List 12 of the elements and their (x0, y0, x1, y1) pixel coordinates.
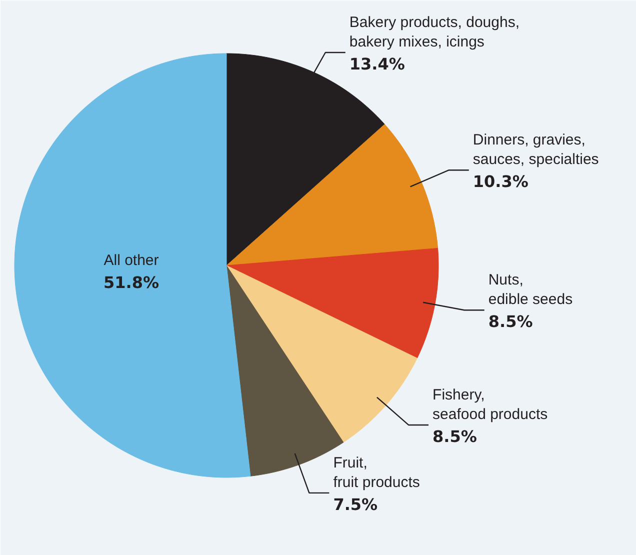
data-label: 8.5% (488, 312, 533, 332)
slice-label: Fruit, fruit products (333, 454, 420, 491)
data-label: 51.8% (104, 272, 160, 292)
slice-label: Dinners, gravies, sauces, specialties (472, 132, 599, 168)
slice-label: Nuts, edible seeds (488, 272, 573, 308)
data-label: 7.5% (333, 494, 378, 514)
slice-label: All other (104, 252, 159, 269)
slice-label: Bakery products, doughs, bakery mixes, icings (349, 14, 520, 50)
slice-label: Fishery, seafood products (432, 386, 548, 423)
data-label: 13.4% (349, 54, 405, 74)
data-label: 8.5% (432, 426, 477, 446)
data-label: 10.3% (472, 172, 528, 192)
